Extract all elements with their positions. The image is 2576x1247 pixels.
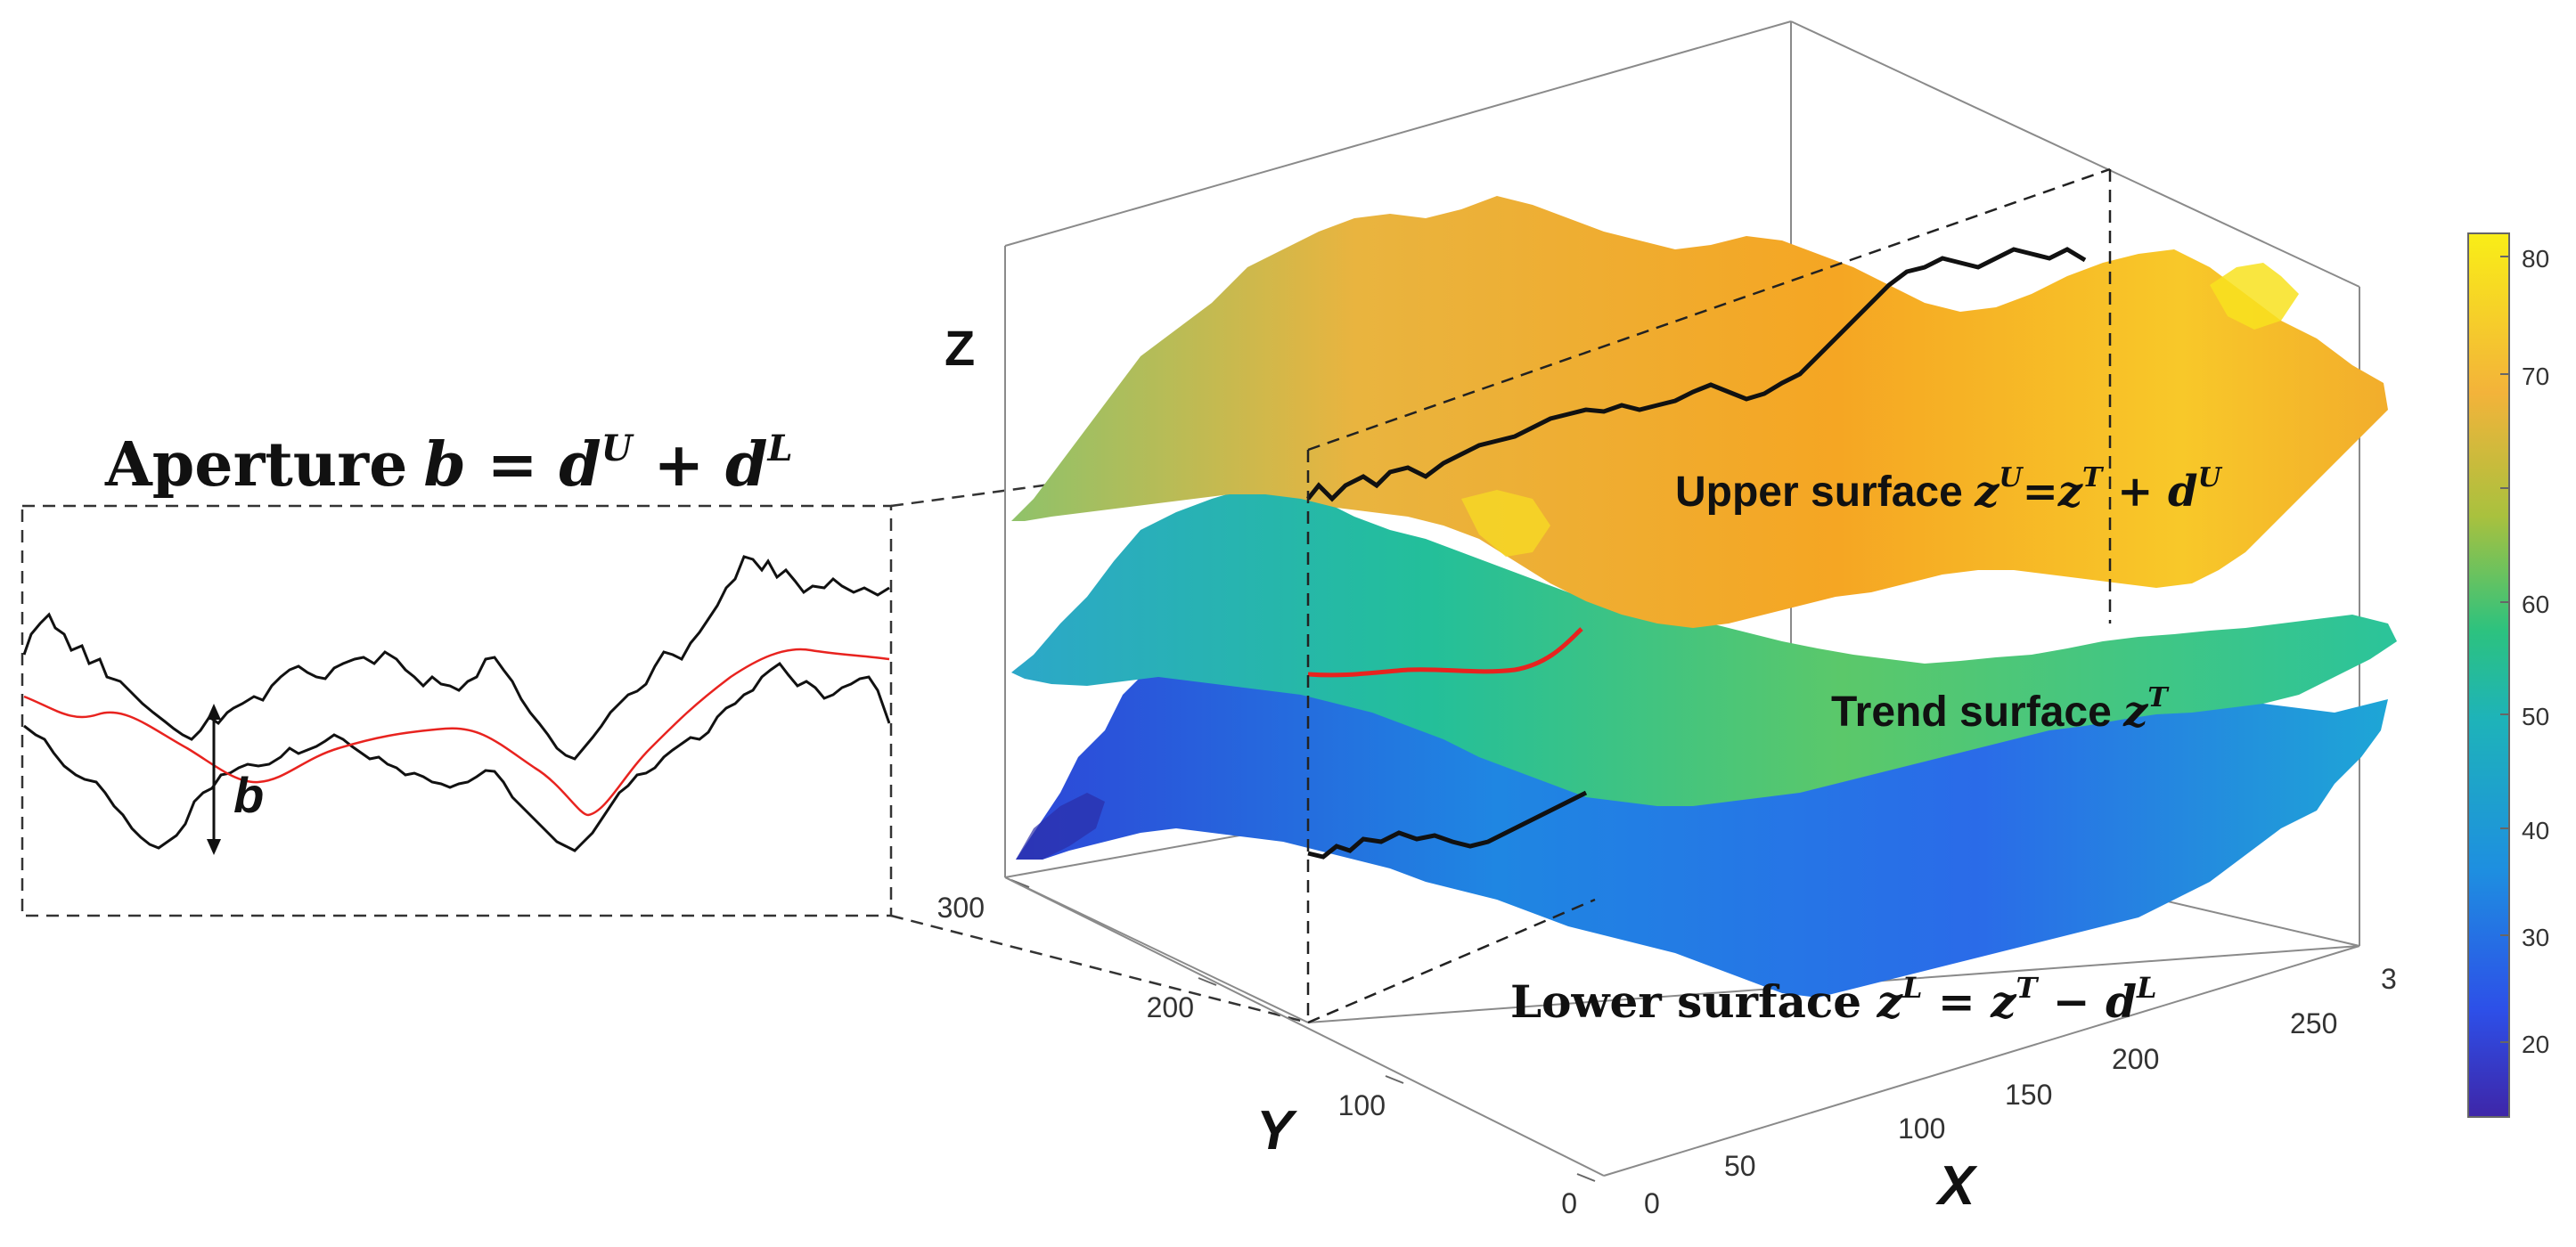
colorbar-tick-40: 40: [2522, 817, 2549, 844]
inset-frame: [20, 504, 893, 917]
upper-surface: [1011, 196, 2388, 628]
colorbar: 20 30 40 50 60 70 80: [2467, 232, 2549, 1118]
x-tick-50: 50: [1724, 1150, 1756, 1182]
y-tick-100: 100: [1338, 1089, 1386, 1121]
y-tick-0: 0: [1561, 1187, 1577, 1219]
inset-trend-profile: [23, 648, 890, 817]
aperture-inset: Aperture b = dU + dL b: [20, 428, 893, 917]
aperture-title: Aperture b = dU + dL: [104, 428, 793, 501]
x-tick-100: 100: [1898, 1113, 1945, 1145]
upper-surface-highlight: [2210, 263, 2299, 330]
colorbar-tick-50: 50: [2522, 703, 2549, 730]
x-tick-300: 3: [2381, 963, 2397, 995]
colorbar-gradient: [2467, 232, 2510, 1118]
y-tick-200: 200: [1147, 991, 1194, 1023]
y-axis-label: Y: [1256, 1100, 1298, 1161]
y-tick-300: 300: [937, 892, 985, 924]
x-axis-label: X: [1935, 1155, 1978, 1217]
x-tick-150: 150: [2005, 1079, 2052, 1111]
inset-upper-profile: [22, 555, 890, 761]
inset-lower-profile: [23, 661, 891, 852]
colorbar-ticks: [2500, 256, 2509, 1043]
x-axis: 0 50 100 150 200 250 3 X: [1004, 876, 2397, 1219]
lower-surface-label: Lower surface zL = zT − dL: [1510, 971, 2157, 1028]
trend-surface: [1011, 481, 2397, 806]
upper-surface-highlight-2: [1461, 490, 1550, 557]
slice-plane: [1306, 167, 2112, 1024]
aperture-b-label: b: [233, 767, 264, 823]
lower-profile-trace: [1307, 790, 1588, 860]
z-axis-label: Z: [945, 320, 975, 376]
colorbar-tick-20: 20: [2522, 1031, 2549, 1058]
upper-surface-label: Upper surface zU=zT + dU: [1675, 462, 2223, 517]
trend-profile-trace: [1307, 627, 1583, 678]
y-axis: 0 100 200 300 Y: [937, 879, 1596, 1219]
colorbar-tick-60: 60: [2522, 591, 2549, 618]
colorbar-tick-70: 70: [2522, 363, 2549, 390]
aperture-arrow: [207, 704, 221, 855]
trend-surface-label: Trend surface zT: [1831, 682, 2170, 737]
x-tick-250: 250: [2290, 1007, 2337, 1039]
upper-profile-trace: [1306, 247, 2087, 502]
colorbar-tick-30: 30: [2522, 924, 2549, 951]
lower-surface-dark-corner: [1016, 793, 1105, 860]
x-tick-0: 0: [1644, 1187, 1660, 1219]
colorbar-tick-80: 80: [2522, 245, 2549, 273]
x-tick-200: 200: [2112, 1043, 2159, 1075]
